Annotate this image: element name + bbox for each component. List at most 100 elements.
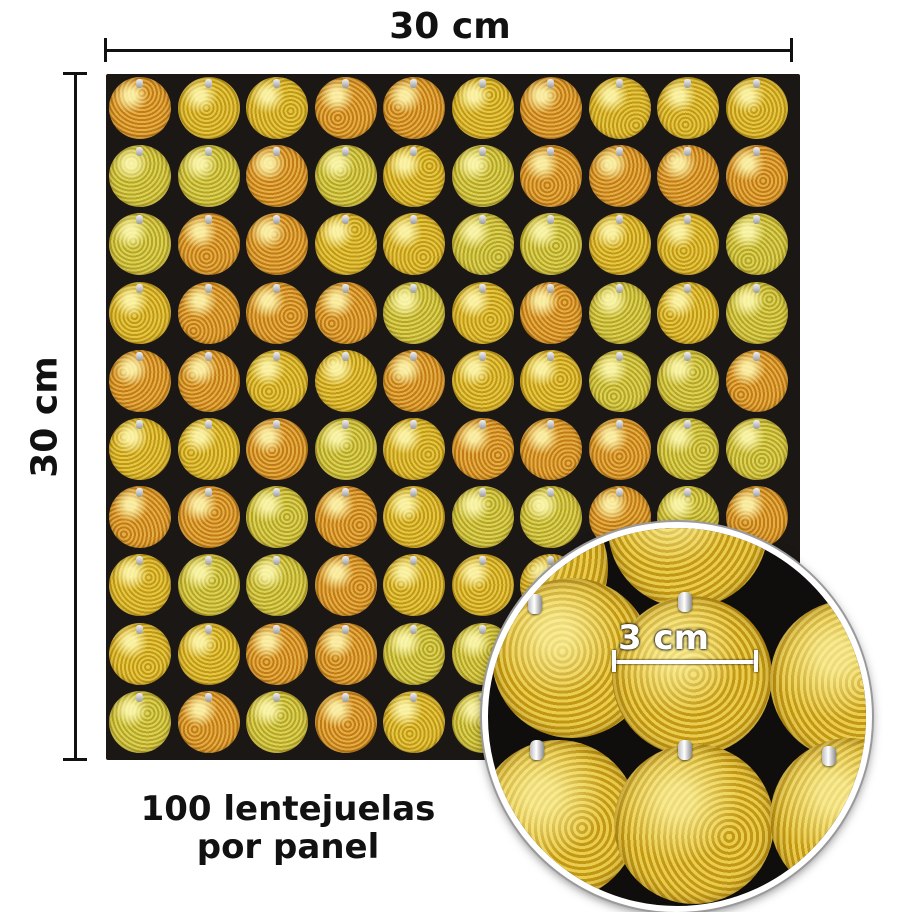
sequin: [177, 554, 240, 617]
sequin: [314, 213, 377, 276]
sequin: [588, 145, 651, 208]
sequin: [451, 145, 514, 208]
sequin: [657, 349, 719, 412]
sequin: [725, 349, 788, 412]
sequin: [109, 554, 171, 617]
zoom-pin: [528, 594, 542, 614]
sequin: [314, 486, 377, 549]
sequin: [177, 213, 240, 276]
sequin: [657, 418, 719, 480]
sequin-panel: [106, 74, 800, 760]
sequin: [451, 213, 514, 276]
sequin: [109, 622, 171, 685]
sequin: [177, 622, 240, 685]
width-dimension-line: [106, 49, 792, 52]
sequin: [657, 213, 719, 276]
sequin: [451, 281, 514, 344]
sequin: [383, 349, 445, 412]
sequin: [314, 622, 377, 685]
sequin: [109, 349, 171, 412]
sequin: [383, 418, 445, 480]
sequin: [246, 281, 308, 344]
sequin: [588, 213, 651, 276]
sequin: [109, 418, 171, 480]
sequin-diameter-line: [614, 660, 756, 664]
sequin: [109, 213, 171, 276]
width-tick-left: [104, 38, 107, 62]
sequin: [177, 281, 240, 344]
sequin: [246, 622, 308, 685]
sequin: [451, 77, 514, 139]
sequin: [520, 281, 582, 344]
sequin: [246, 486, 308, 549]
height-label: 30 cm: [24, 356, 66, 478]
sequin: [588, 281, 651, 344]
sequin: [177, 486, 240, 549]
sequin: [383, 486, 445, 549]
sequin: [109, 690, 171, 753]
sequin: [520, 77, 582, 139]
zoom-pin: [678, 592, 692, 612]
sequin: [314, 418, 377, 480]
zoom-detail-circle: 3 cm: [482, 522, 872, 912]
sequin: [314, 554, 377, 617]
sequin: [314, 690, 377, 753]
caption: 100 lentejuelas por panel: [118, 790, 458, 866]
sequin: [383, 213, 445, 276]
sequin-diameter-tick-left: [612, 650, 616, 672]
zoom-sequin: [488, 740, 638, 900]
zoom-sequin: [612, 596, 772, 756]
caption-line-1: 100 lentejuelas: [140, 789, 436, 829]
sequin: [451, 349, 514, 412]
sequin: [109, 145, 171, 208]
zoom-pin: [678, 740, 692, 760]
zoom-pin: [822, 746, 836, 766]
height-tick-bottom: [63, 758, 87, 761]
sequin: [725, 145, 788, 208]
width-tick-right: [790, 38, 793, 62]
sequin: [520, 213, 582, 276]
sequin: [383, 554, 445, 617]
sequin: [383, 281, 445, 344]
sequin: [314, 77, 377, 139]
sequin: [246, 554, 308, 617]
sequin: [383, 622, 445, 685]
sequin: [383, 77, 445, 139]
width-label: 30 cm: [389, 6, 511, 47]
sequin: [246, 690, 308, 753]
sequin: [725, 281, 788, 344]
sequin: [588, 349, 651, 412]
sequin: [725, 77, 788, 139]
sequin: [246, 418, 308, 480]
sequin: [177, 77, 240, 139]
height-tick-top: [63, 72, 87, 75]
sequin: [383, 145, 445, 208]
sequin: [246, 77, 308, 139]
sequin: [314, 349, 377, 412]
sequin: [520, 349, 582, 412]
sequin: [588, 418, 651, 480]
caption-line-2: por panel: [196, 827, 380, 867]
zoom-sequin: [770, 738, 866, 898]
sequin: [588, 77, 651, 139]
sequin-diameter-tick-right: [754, 650, 758, 672]
sequin: [657, 77, 719, 139]
height-dimension-line: [74, 74, 77, 760]
sequin: [246, 213, 308, 276]
sequin: [314, 281, 377, 344]
sequin: [725, 213, 788, 276]
sequin: [109, 281, 171, 344]
zoom-pin: [530, 740, 544, 760]
sequin: [520, 418, 582, 480]
sequin: [109, 77, 171, 139]
sequin: [177, 690, 240, 753]
zoom-sequin: [614, 744, 774, 904]
sequin: [246, 349, 308, 412]
sequin: [520, 145, 582, 208]
sequin: [246, 145, 308, 208]
sequin: [314, 145, 377, 208]
sequin: [725, 418, 788, 480]
sequin: [109, 486, 171, 549]
sequin: [451, 418, 514, 480]
sequin: [177, 145, 240, 208]
